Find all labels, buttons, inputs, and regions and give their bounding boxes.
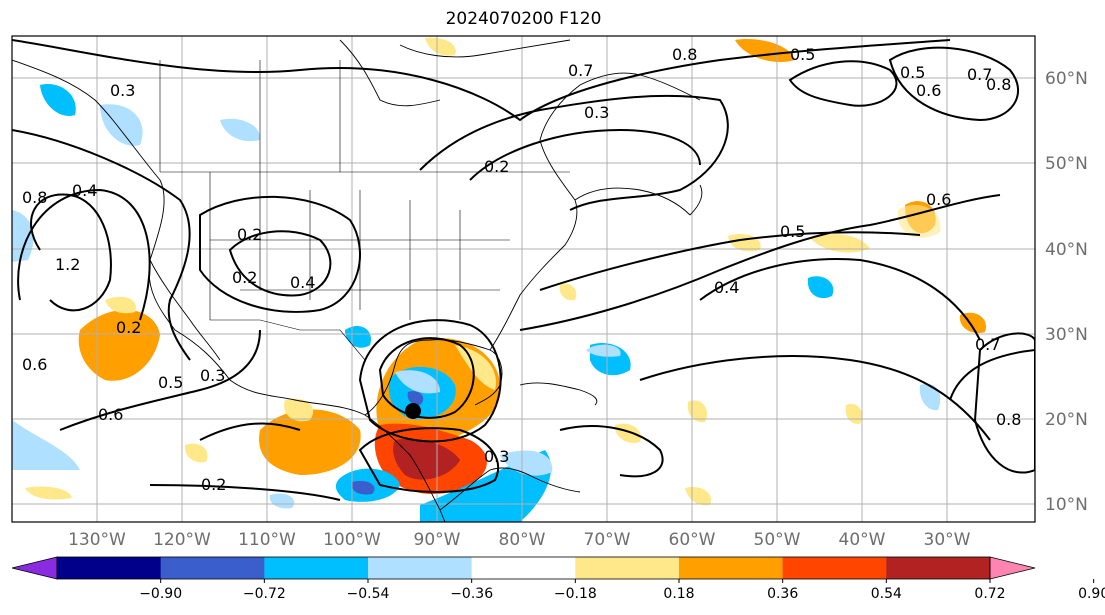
- contour-label: 0.3: [110, 81, 135, 100]
- map-frame: [11, 35, 1036, 523]
- colorbar-segment: [886, 557, 991, 579]
- lon-label: 70°W: [584, 530, 631, 550]
- colorbar-segment: [471, 557, 576, 579]
- colorbar-extend-low: [11, 556, 58, 580]
- contour-label: 0.8: [996, 410, 1021, 429]
- lon-label: 50°W: [754, 530, 801, 550]
- contour-label-group: 0.8 0.5 0.7 0.3 0.2 0.6 0.4 0.8 0.5 0.4 …: [22, 45, 1021, 494]
- contour-label: 0.6: [22, 355, 47, 374]
- lat-label: 30°N: [1045, 325, 1088, 345]
- contour-label: 0.6: [916, 81, 941, 100]
- colorbar: −0.90 −0.72 −0.54 −0.36 −0.18 0.18 0.36 0.54 0.7…: [11, 556, 1105, 602]
- graticule: [12, 36, 1035, 522]
- colorbar-frame: [56, 556, 991, 580]
- shaded-field: [12, 37, 986, 522]
- lat-label: 40°N: [1045, 240, 1088, 260]
- contour-label: 0.4: [714, 278, 739, 297]
- colorbar-tick-label: −0.90: [139, 586, 182, 602]
- contour-label: 0.3: [200, 366, 225, 385]
- colorbar-tick-label: 0.72: [974, 586, 1005, 602]
- colorbar-segment: [368, 557, 473, 579]
- contour-label: 0.2: [484, 157, 509, 176]
- contour-label: 0.7: [967, 65, 992, 84]
- longitude-labels: 130°W 120°W 110°W 100°W 90°W 80°W 70°W 6…: [68, 530, 971, 550]
- colorbar-segment: [575, 557, 680, 579]
- latitude-labels: 60°N 50°N 40°N 30°N 20°N 10°N: [1045, 69, 1088, 515]
- contour-label: 0.6: [926, 190, 951, 209]
- colorbar-segment: [782, 557, 887, 579]
- lon-label: 40°W: [839, 530, 886, 550]
- map-background: [12, 36, 1035, 522]
- contour-label: 0.2: [232, 268, 257, 287]
- colorbar-segment: [679, 557, 784, 579]
- contour-label: 0.6: [98, 405, 123, 424]
- contour-label: 0.7: [568, 61, 593, 80]
- lat-label: 60°N: [1045, 69, 1088, 89]
- contour-label: 1.2: [55, 255, 80, 274]
- contour-label: 0.3: [584, 103, 609, 122]
- colorbar-segment: [264, 557, 369, 579]
- lon-label: 100°W: [323, 530, 381, 550]
- contour-label: 0.5: [780, 222, 805, 241]
- contour-label: 0.4: [290, 273, 315, 292]
- contour-label: 0.5: [900, 63, 925, 82]
- colorbar-tick-label: −0.18: [554, 586, 597, 602]
- lat-label: 50°N: [1045, 154, 1088, 174]
- lon-label: 120°W: [153, 530, 211, 550]
- colorbar-tick-label: −0.72: [243, 586, 286, 602]
- storm-center-marker: [405, 403, 421, 419]
- colorbar-tick-label: 0.18: [663, 586, 694, 602]
- contour-label: 0.8: [986, 75, 1011, 94]
- contour-label: 0.8: [22, 188, 47, 207]
- contour-label: 0.4: [72, 181, 97, 200]
- contour-label: 0.2: [116, 318, 141, 337]
- lon-label: 130°W: [68, 530, 126, 550]
- lat-label: 20°N: [1045, 410, 1088, 430]
- colorbar-tick-label: 0.54: [871, 586, 902, 602]
- lat-label: 10°N: [1045, 495, 1088, 515]
- colorbar-extend-high: [989, 556, 1036, 580]
- lon-label: 30°W: [924, 530, 971, 550]
- contour-label: 0.2: [201, 475, 226, 494]
- lon-label: 110°W: [238, 530, 296, 550]
- contour-label: 0.5: [158, 373, 183, 392]
- map-title: 2024070200 F120: [445, 9, 602, 29]
- contour-label: 0.3: [484, 447, 509, 466]
- colorbar-segment: [57, 557, 162, 579]
- lon-label: 80°W: [499, 530, 546, 550]
- colorbar-tick-label: 0.90: [1078, 586, 1105, 602]
- political-borders: [159, 60, 570, 361]
- contour-label: 0.5: [790, 45, 815, 64]
- contour-label: 0.7: [975, 335, 1000, 354]
- colorbar-tick-label: 0.36: [767, 586, 798, 602]
- contour-lines: [12, 39, 1035, 501]
- colorbar-tick-label: −0.36: [450, 586, 493, 602]
- colorbar-tick-label: −0.54: [347, 586, 390, 602]
- lon-label: 60°W: [669, 530, 716, 550]
- lon-label: 90°W: [414, 530, 461, 550]
- contour-label: 0.2: [237, 225, 262, 244]
- colorbar-segment: [160, 557, 265, 579]
- contour-label: 0.8: [672, 45, 697, 64]
